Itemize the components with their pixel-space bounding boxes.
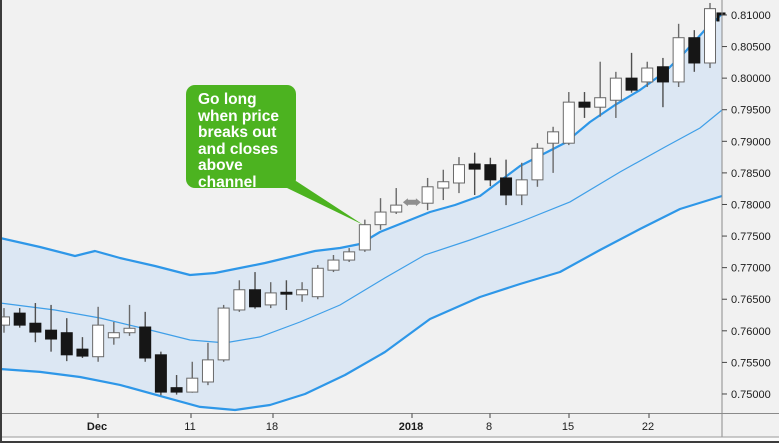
y-axis-label: 0.76000 xyxy=(731,326,771,338)
bearish-candle xyxy=(154,354,167,393)
bullish-candle xyxy=(296,289,309,296)
channel-lower-line xyxy=(0,194,723,412)
bearish-candle xyxy=(468,163,481,170)
bullish-candle xyxy=(562,101,575,144)
tiny-doji-candle xyxy=(407,199,417,205)
bearish-candle xyxy=(484,164,497,181)
bearish-candle xyxy=(625,77,638,91)
bullish-candle xyxy=(107,332,120,339)
annotation-line: breaks out xyxy=(198,124,277,141)
x-axis-label: Dec xyxy=(87,421,107,433)
y-axis-label: 0.79000 xyxy=(731,136,771,148)
annotation-tail-pointer xyxy=(285,181,363,225)
bullish-candle xyxy=(201,359,214,383)
x-axis-label: 2018 xyxy=(399,421,423,433)
x-axis-label: 22 xyxy=(642,421,654,433)
bullish-candle xyxy=(704,8,717,64)
bearish-candle xyxy=(578,101,591,108)
bearish-candle xyxy=(60,332,73,356)
bullish-candle xyxy=(343,251,356,261)
bearish-candle xyxy=(29,322,42,333)
x-axis-label: 8 xyxy=(486,421,492,433)
y-axis-label: 0.78500 xyxy=(731,168,771,180)
y-axis-label: 0.78000 xyxy=(731,199,771,211)
bullish-candle xyxy=(217,307,230,361)
y-axis-label: 0.77000 xyxy=(731,263,771,275)
x-axis-label: 15 xyxy=(562,421,574,433)
bearish-candle xyxy=(45,329,58,340)
bullish-candle xyxy=(92,324,105,358)
window-bottom-border xyxy=(0,441,779,443)
bearish-candle xyxy=(500,177,513,196)
y-axis-label: 0.79500 xyxy=(731,105,771,117)
bullish-candle xyxy=(264,292,277,306)
double-arrow-left xyxy=(402,198,408,207)
bullish-candle xyxy=(186,377,199,393)
bullish-candle xyxy=(123,327,136,334)
annotation-line: when price xyxy=(198,107,279,125)
bearish-candle xyxy=(13,312,26,326)
y-axis-label: 0.75000 xyxy=(731,389,771,401)
bullish-candle xyxy=(609,77,622,101)
bullish-candle xyxy=(233,289,246,311)
bullish-candle xyxy=(672,37,685,83)
y-axis-label: 0.76500 xyxy=(731,294,771,306)
bearish-candle xyxy=(249,289,262,308)
y-axis-label: 0.80500 xyxy=(731,42,771,54)
bullish-candle xyxy=(515,179,528,196)
bullish-candle xyxy=(437,181,450,189)
last-price-marker xyxy=(716,12,726,16)
bottom-strip xyxy=(0,437,779,441)
bullish-candle xyxy=(390,204,403,213)
bullish-candle xyxy=(531,147,544,181)
y-axis-label: 0.80000 xyxy=(731,73,771,85)
annotation-line: and closes xyxy=(198,140,279,158)
bullish-candle xyxy=(374,211,387,226)
bullish-candle xyxy=(421,186,434,204)
channel-fill-area xyxy=(0,14,722,410)
double-arrow-right xyxy=(415,198,421,207)
bearish-candle xyxy=(139,326,152,359)
bearish-candle xyxy=(170,387,183,393)
annotation-line: Go long xyxy=(198,91,257,108)
bullish-candle xyxy=(327,259,340,271)
last-price-marker xyxy=(716,12,720,22)
bearish-candle xyxy=(280,291,293,295)
annotation-line: above xyxy=(198,157,243,174)
x-axis-label: 11 xyxy=(184,421,195,433)
x-axis-label: 18 xyxy=(266,421,278,433)
bullish-candle xyxy=(547,131,560,144)
bullish-candle xyxy=(0,316,10,326)
bullish-candle xyxy=(358,224,371,251)
bullish-candle xyxy=(594,97,607,108)
bearish-candle xyxy=(76,348,89,357)
annotation-callout: Go long when price breaks out and closes… xyxy=(186,85,296,190)
bullish-candle xyxy=(452,164,465,184)
y-axis-label: 0.77500 xyxy=(731,231,771,243)
y-axis-label: 0.81000 xyxy=(731,10,771,22)
bullish-candle xyxy=(641,67,654,83)
window-left-border xyxy=(0,0,2,443)
bullish-candle xyxy=(311,267,324,298)
bearish-candle xyxy=(656,66,669,83)
y-axis-label: 0.75500 xyxy=(731,357,771,369)
bearish-candle xyxy=(688,37,701,64)
annotation-line: channel xyxy=(198,173,257,191)
